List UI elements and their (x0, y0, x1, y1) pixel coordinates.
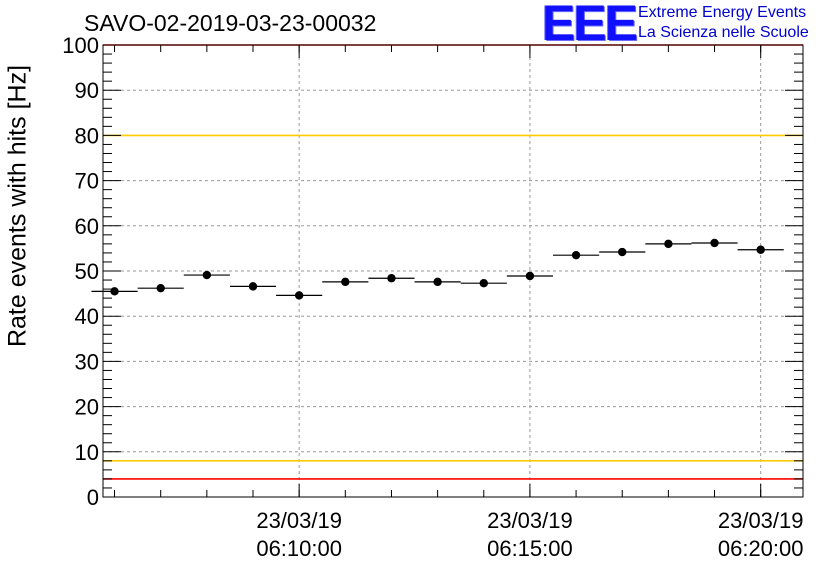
eee-logo: EEE Extreme Energy Events La Scienza nel… (542, 0, 832, 51)
data-point (341, 277, 350, 287)
y-tick-label: 90 (75, 78, 99, 103)
y-tick-label: 50 (75, 259, 99, 284)
x-tick-time: 06:10:00 (256, 536, 342, 561)
data-point (387, 274, 396, 283)
y-axis-title: Rate events with hits [Hz] (3, 64, 32, 348)
axis-ticks (103, 44, 803, 498)
logo-line-1: Extreme Energy Events (638, 4, 807, 21)
logo-letters: EEE (542, 0, 638, 51)
data-point (433, 277, 442, 287)
data-point (664, 239, 673, 249)
grid-lines (103, 45, 803, 497)
y-tick-label: 100 (62, 33, 99, 58)
y-tick-label: 0 (87, 485, 99, 510)
data-point (294, 291, 304, 300)
y-tick-label: 40 (75, 304, 99, 329)
y-tick-label: 20 (75, 395, 99, 420)
tick-labels: 0 10 20 30 40 50 60 70 80 90 100 23/03/19 06:10:00 23… (62, 33, 803, 561)
x-tick-time: 06:15:00 (487, 536, 573, 561)
x-tick-date: 23/03/19 (487, 508, 573, 533)
x-tick-date: 23/03/19 (256, 508, 342, 533)
x-tick-date: 23/03/19 (718, 508, 804, 533)
x-tick-time: 06:20:00 (718, 536, 804, 561)
reference-lines (103, 44, 803, 480)
data-point (479, 279, 488, 288)
data-point (248, 282, 258, 291)
y-tick-label: 70 (75, 169, 99, 194)
y-tick-label: 30 (75, 349, 99, 374)
y-tick-label: 60 (75, 214, 99, 239)
data-point (110, 287, 119, 296)
chart-title: SAVO-02-2019-03-23-00032 (84, 10, 377, 36)
data-series (91, 238, 784, 300)
data-point (156, 283, 165, 293)
data-point (756, 245, 765, 254)
data-point (571, 250, 581, 260)
data-point (618, 247, 627, 257)
y-tick-label: 80 (75, 123, 99, 148)
y-tick-label: 10 (75, 440, 99, 465)
data-point (525, 271, 535, 281)
data-point (710, 238, 719, 248)
logo-line-2: La Scienza nelle Scuole (638, 24, 809, 41)
data-point (202, 270, 212, 280)
